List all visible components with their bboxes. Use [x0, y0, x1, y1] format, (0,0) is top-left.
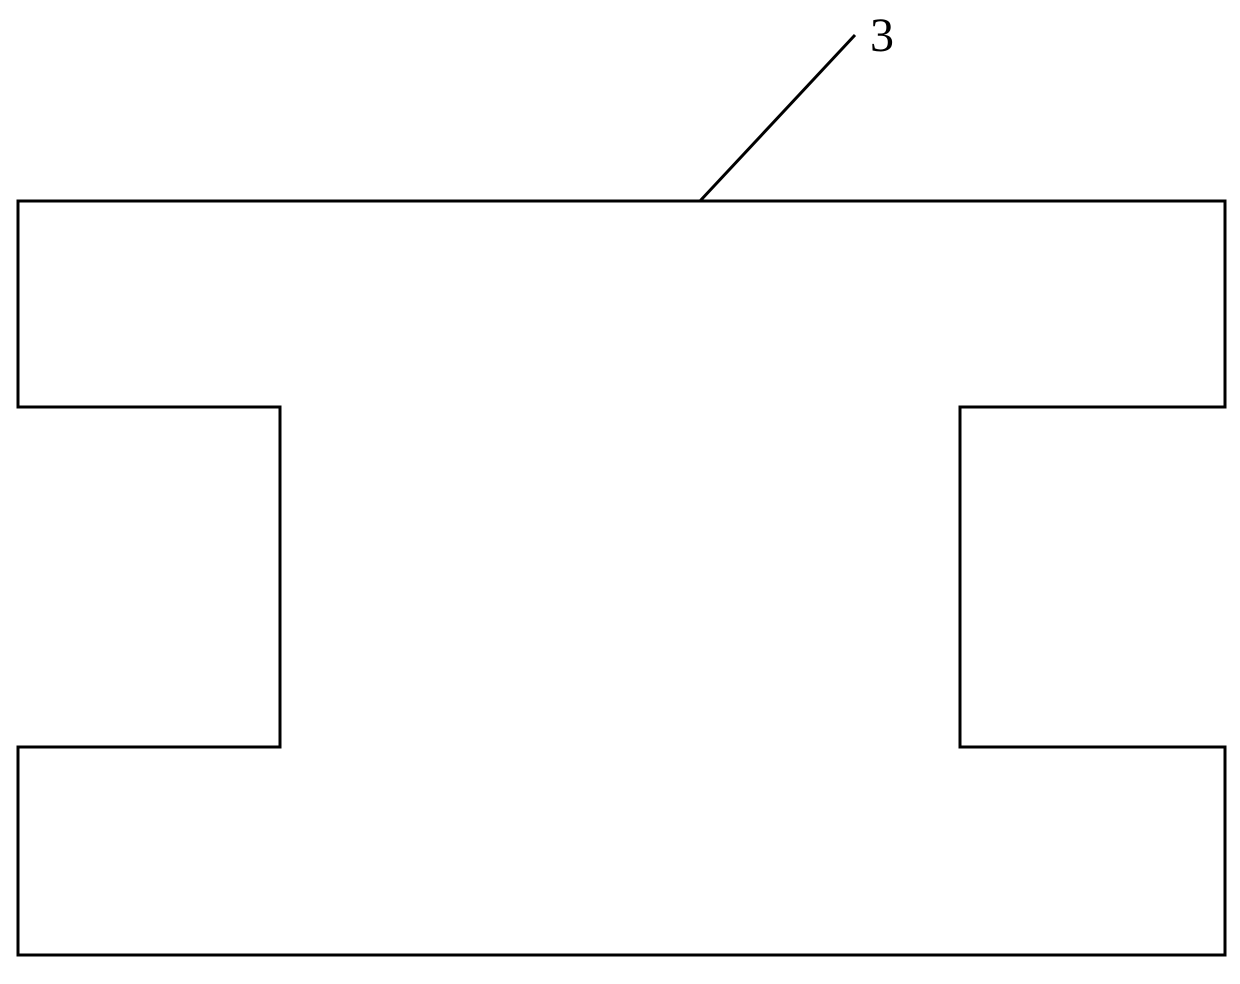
part-label-3: 3 [870, 8, 894, 63]
diagram-svg [0, 0, 1240, 979]
technical-diagram: 3 [0, 0, 1240, 979]
leader-line [700, 35, 855, 201]
i-beam-shape [18, 201, 1225, 955]
